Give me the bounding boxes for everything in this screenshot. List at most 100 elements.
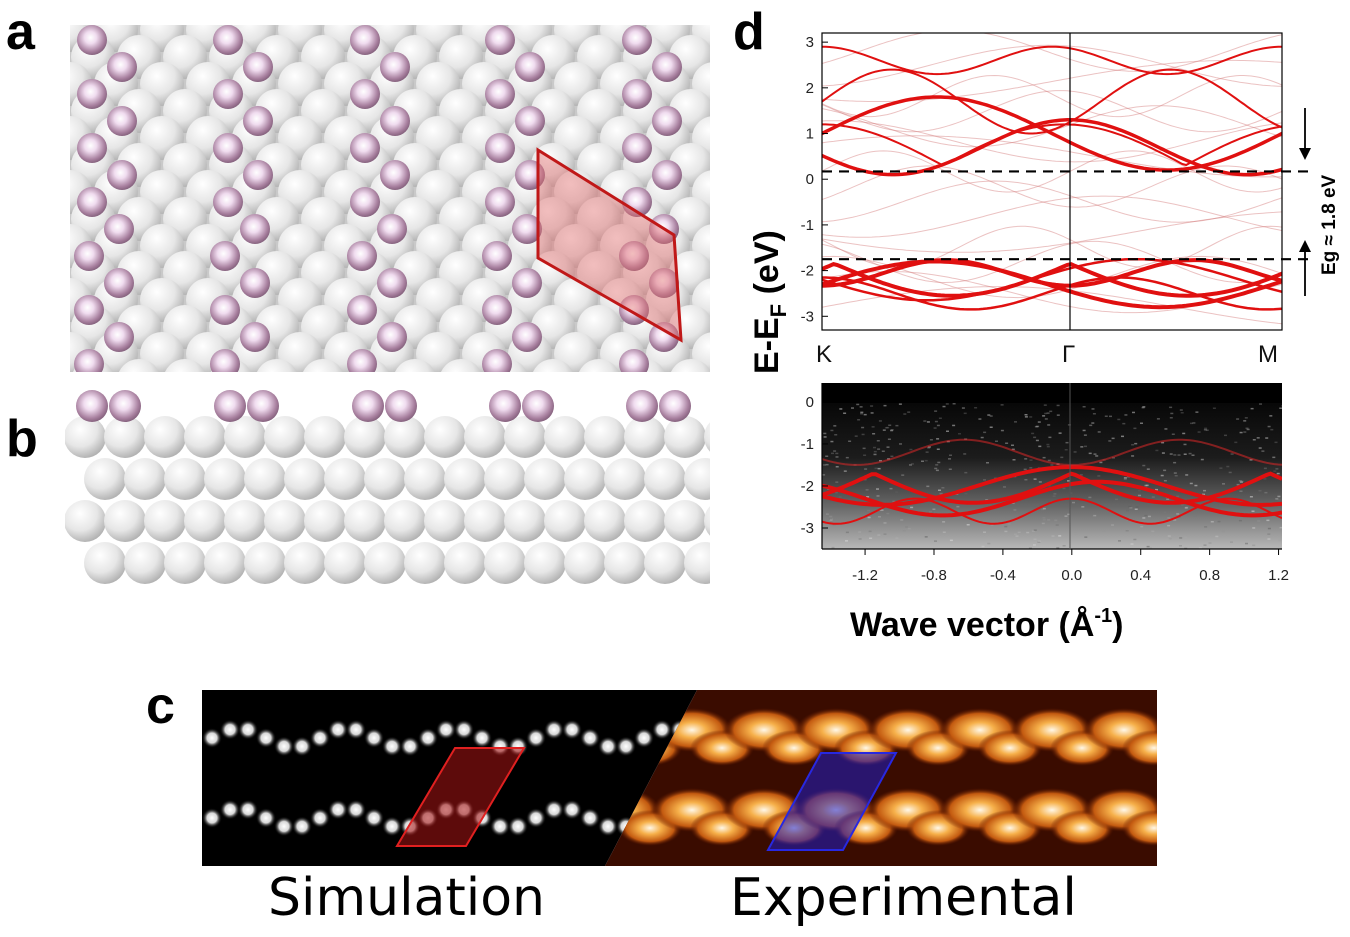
noise-speck — [829, 519, 833, 521]
adatom — [515, 106, 545, 136]
noise-speck — [923, 420, 927, 422]
sim-spot — [598, 816, 618, 837]
noise-speck — [1221, 530, 1225, 533]
noise-speck — [1185, 474, 1189, 476]
adatom — [210, 349, 240, 372]
noise-speck — [1264, 491, 1268, 494]
noise-speck — [1155, 488, 1158, 491]
band-faint — [822, 135, 1282, 178]
conduction-band — [822, 95, 1282, 172]
sim-spot — [292, 736, 312, 757]
noise-speck — [843, 412, 847, 414]
noise-speck — [1267, 425, 1271, 428]
arpes-band — [822, 438, 1282, 466]
substrate-atom — [384, 416, 426, 458]
adatom — [213, 187, 243, 217]
noise-speck — [1203, 489, 1206, 492]
substrate-atom — [164, 359, 206, 372]
noise-speck — [1245, 542, 1248, 545]
arpes-band — [822, 497, 1282, 525]
panel-label-c: c — [146, 677, 175, 735]
substrate-atom — [738, 8, 782, 52]
noise-speck — [901, 474, 905, 476]
noise-speck — [952, 403, 956, 405]
adatom — [350, 79, 380, 109]
adatom — [109, 390, 141, 422]
noise-speck — [851, 407, 854, 409]
noise-speck — [983, 431, 987, 434]
noise-speck — [941, 487, 945, 489]
noise-speck — [1173, 472, 1177, 474]
noise-speck — [935, 469, 939, 472]
adatom — [385, 390, 417, 422]
noise-speck — [925, 451, 929, 453]
noise-speck — [1131, 444, 1135, 446]
noise-speck — [830, 429, 834, 432]
noise-speck — [1182, 432, 1186, 435]
noise-speck — [1014, 421, 1017, 423]
y-tick-label: -1 — [801, 217, 814, 234]
adatom — [107, 160, 137, 190]
adatom — [485, 187, 515, 217]
noise-speck — [1125, 530, 1129, 532]
substrate-atom — [715, 143, 759, 187]
noise-speck — [1109, 415, 1112, 418]
gap-arrowhead-top — [1299, 148, 1311, 160]
adatom — [350, 133, 380, 163]
noise-speck — [876, 495, 880, 497]
noise-speck — [1171, 433, 1175, 435]
noise-speck — [932, 508, 936, 510]
noise-speck — [1091, 408, 1095, 410]
noise-speck — [964, 471, 968, 474]
adatom — [77, 25, 107, 55]
sim-spot — [274, 736, 294, 757]
noise-speck — [966, 524, 970, 526]
adatom — [214, 390, 246, 422]
substrate-atom — [324, 458, 366, 500]
substrate-atom — [761, 143, 805, 187]
sim-spot — [220, 719, 240, 740]
noise-speck — [1166, 498, 1170, 500]
y-tick-label: -2 — [801, 263, 814, 280]
noise-speck — [888, 424, 892, 426]
noise-speck — [1204, 526, 1208, 528]
noise-speck — [877, 534, 881, 536]
sim-spot — [220, 799, 240, 820]
noise-speck — [1195, 411, 1199, 413]
noise-speck — [829, 517, 833, 520]
noise-speck — [1046, 445, 1050, 448]
simulation-caption: Simulation — [268, 868, 545, 928]
noise-speck — [980, 436, 984, 439]
noise-speck — [983, 479, 986, 481]
substrate-atom — [284, 542, 326, 584]
noise-speck — [1267, 538, 1271, 540]
adatom — [652, 52, 682, 82]
substrate-atom — [761, 35, 805, 79]
substrate-atom — [564, 542, 606, 584]
noise-speck — [1138, 494, 1141, 497]
adatom — [74, 295, 104, 325]
sim-spot — [454, 719, 474, 740]
noise-speck — [1179, 537, 1183, 539]
noise-speck — [863, 478, 867, 481]
substrate-atom — [684, 458, 710, 500]
noise-speck — [845, 540, 848, 542]
noise-speck — [936, 448, 940, 450]
noise-speck — [1168, 538, 1172, 540]
noise-speck — [870, 412, 874, 414]
noise-speck — [1217, 520, 1221, 523]
sim-spot — [418, 728, 438, 748]
substrate-atom — [416, 332, 460, 372]
substrate-atom — [584, 500, 626, 542]
sim-spot — [382, 816, 402, 837]
adatom — [622, 187, 652, 217]
kpoint-Gamma: Γ — [1062, 341, 1075, 368]
noise-speck — [1179, 545, 1182, 547]
noise-speck — [945, 403, 949, 405]
noise-speck — [899, 443, 902, 445]
noise-speck — [1183, 443, 1187, 446]
adatom — [512, 268, 542, 298]
noise-speck — [926, 421, 930, 423]
noise-speck — [1015, 535, 1019, 537]
noise-speck — [1144, 514, 1148, 517]
